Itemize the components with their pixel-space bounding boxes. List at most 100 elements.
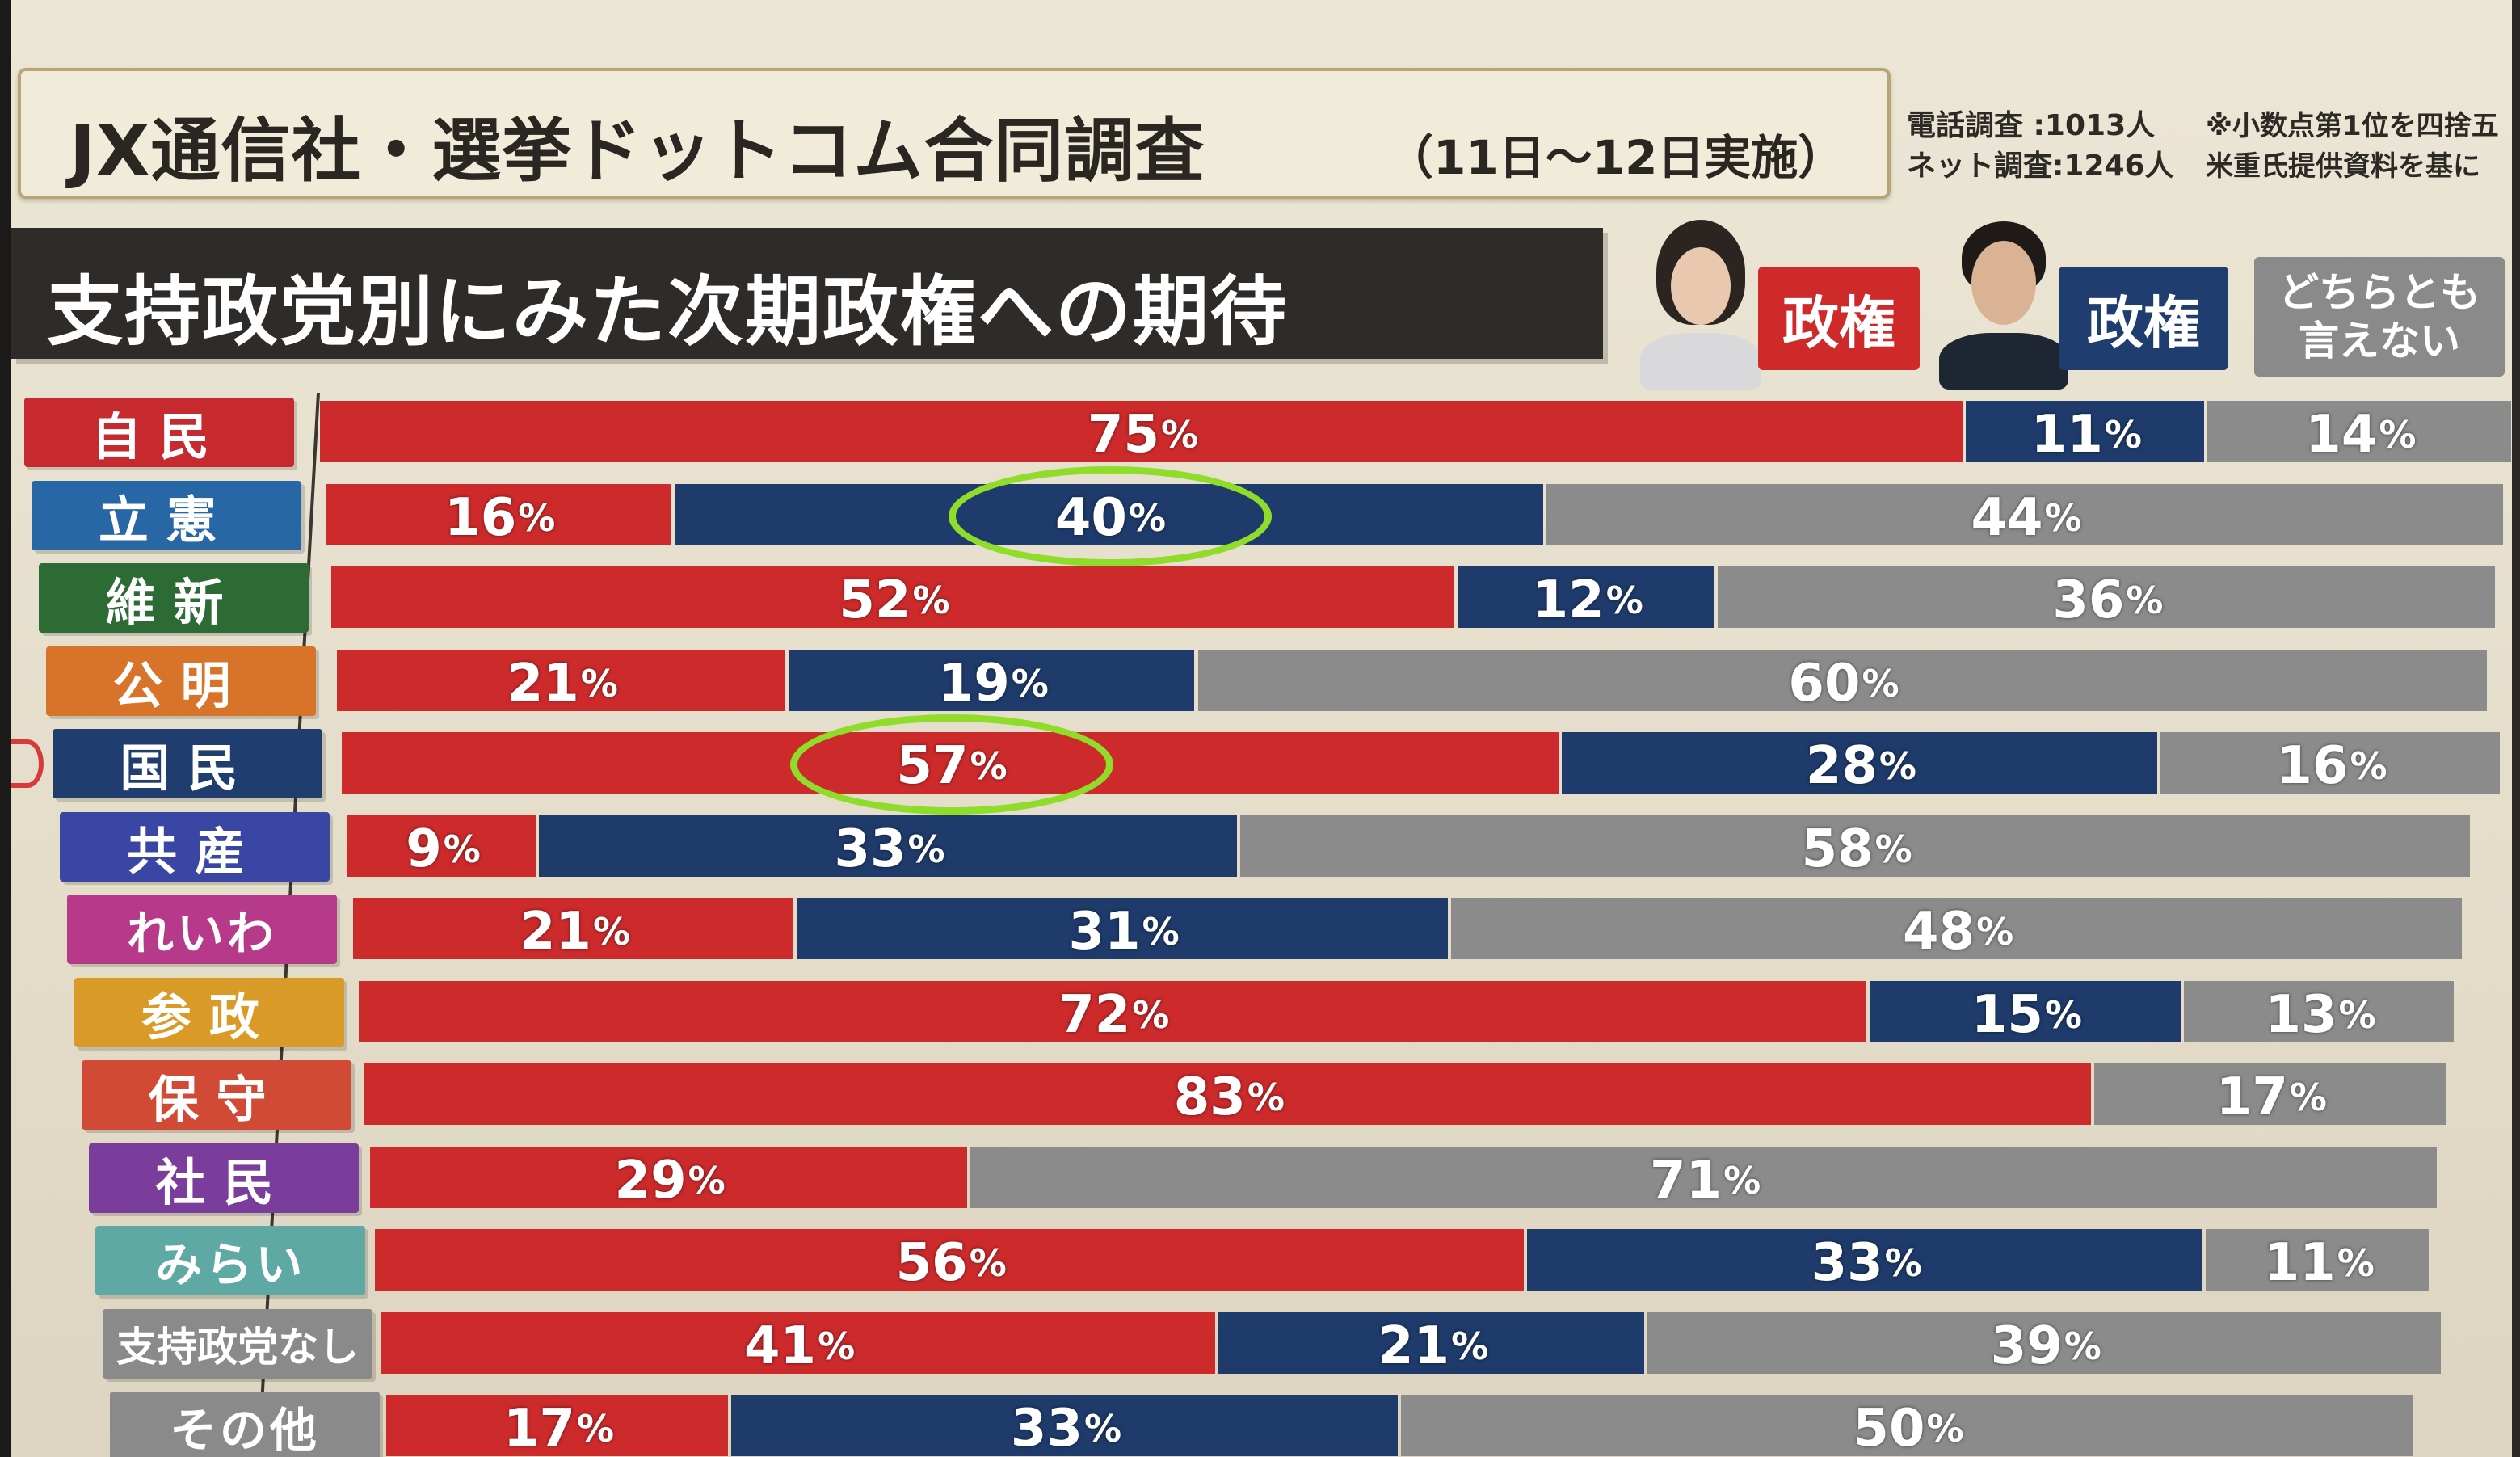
data-label-red-6: 21%: [519, 902, 631, 962]
bar-segment-navy-7: [1869, 980, 2181, 1042]
bar-segment-red-12: [386, 1395, 729, 1456]
bar-segment-red-10: [375, 1229, 1525, 1291]
bar-segment-red-7: [358, 980, 1866, 1042]
bar-segment-gray-12: [1401, 1395, 2413, 1456]
data-label-red-10: 56%: [895, 1233, 1007, 1293]
highlight-circle-1: [949, 465, 1273, 566]
chart-subtitle-banner: 支持政党別にみた次期政権への期待: [11, 228, 1603, 359]
bar-segment-red-9: [369, 1146, 967, 1208]
data-label-navy-11: 21%: [1378, 1316, 1489, 1376]
bar-segment-gray-3: [1197, 649, 2487, 711]
bar-segment-navy-6: [796, 898, 1449, 959]
data-label-navy-10: 33%: [1811, 1233, 1922, 1293]
survey-title-box: JX通信社・選挙ドットコム合同調査 （11日〜12日実施）: [18, 68, 1891, 199]
category-label-3: 公明: [45, 646, 316, 716]
data-label-navy-3: 19%: [937, 653, 1049, 714]
data-label-gray-1: 44%: [1971, 487, 2082, 548]
phone-survey-count: 電話調査 :1013人: [1907, 109, 2156, 142]
bar-segment-navy-0: [1966, 401, 2204, 462]
category-label-0: 自民: [24, 398, 294, 467]
data-label-red-3: 21%: [507, 653, 618, 714]
data-label-red-5: 9%: [406, 819, 481, 879]
data-label-red-9: 29%: [614, 1150, 726, 1211]
bar-segment-red-2: [330, 566, 1455, 628]
data-label-navy-12: 33%: [1010, 1399, 1122, 1457]
category-label-7: 参政: [74, 977, 344, 1047]
bar-segment-gray-1: [1546, 483, 2503, 545]
category-label-4: 国民: [53, 729, 323, 798]
bar-segment-gray-7: [2184, 980, 2454, 1042]
data-label-gray-2: 36%: [2052, 571, 2164, 630]
category-label-10: みらい: [95, 1226, 366, 1295]
data-label-gray-6: 48%: [1903, 902, 2014, 962]
bar-segment-navy-11: [1218, 1312, 1645, 1374]
source-note: 米重氏提供資料を基に: [2206, 150, 2480, 183]
bar-segment-gray-0: [2207, 401, 2511, 462]
bar-segment-red-8: [364, 1063, 2092, 1125]
bar-segment-red-0: [320, 401, 1963, 462]
bar-segment-gray-11: [1647, 1312, 2442, 1374]
net-survey-count: ネット調査:1246人: [1907, 149, 2174, 183]
bar-segment-navy-12: [731, 1395, 1398, 1456]
bar-segment-navy-10: [1527, 1229, 2203, 1291]
tv-frame-left: [0, 0, 11, 1457]
legend-navy: 政権: [2059, 267, 2228, 370]
legend-gray-line1: どちらとも: [2278, 269, 2480, 316]
data-label-navy-2: 12%: [1532, 571, 1643, 630]
rounding-note: ※小数点第1位を四捨五: [2206, 110, 2499, 142]
politician-photo-red: [1640, 212, 1761, 390]
data-label-navy-6: 31%: [1068, 902, 1180, 962]
data-label-red-8: 83%: [1173, 1067, 1285, 1127]
data-label-navy-0: 11%: [2030, 405, 2142, 465]
bar-segment-red-1: [325, 483, 671, 545]
data-label-gray-9: 71%: [1650, 1150, 1761, 1211]
survey-title: JX通信社・選挙ドットコム合同調査: [69, 111, 1205, 192]
data-label-navy-5: 33%: [834, 819, 945, 879]
data-label-gray-3: 60%: [1788, 653, 1899, 714]
data-label-gray-8: 17%: [2215, 1067, 2327, 1127]
bar-segment-red-3: [336, 649, 786, 711]
data-label-gray-7: 13%: [2265, 984, 2376, 1045]
data-label-navy-7: 15%: [1971, 984, 2083, 1045]
data-label-red-12: 17%: [503, 1399, 615, 1457]
category-label-6: れいわ: [67, 895, 337, 964]
legend-navy-label: 政権: [2087, 289, 2200, 356]
legend-red-label: 政権: [1782, 289, 1895, 356]
data-label-gray-5: 58%: [1801, 819, 1912, 879]
chart-subtitle: 支持政党別にみた次期政権への期待: [47, 268, 1289, 356]
bar-segment-red-5: [347, 815, 536, 877]
category-label-11: 支持政党なし: [103, 1308, 373, 1379]
data-label-gray-0: 14%: [2305, 405, 2417, 465]
legend-gray: どちらとも 言えない: [2254, 257, 2505, 377]
category-label-5: 共産: [60, 811, 330, 882]
bar-segment-gray-2: [1718, 566, 2495, 628]
highlight-circle-4: [790, 714, 1113, 815]
bar-segment-red-6: [353, 898, 793, 959]
category-label-2: 維新: [38, 563, 309, 633]
data-label-gray-10: 11%: [2263, 1233, 2375, 1293]
handwritten-red-mark: [11, 739, 44, 788]
bar-segment-navy-5: [538, 815, 1238, 877]
bar-segment-gray-5: [1240, 815, 2471, 877]
data-label-gray-12: 50%: [1853, 1399, 1964, 1457]
data-label-red-7: 72%: [1058, 984, 1170, 1045]
politician-photo-navy: [1939, 212, 2068, 390]
bar-segment-gray-9: [970, 1146, 2438, 1208]
bar-segment-red-11: [381, 1312, 1216, 1374]
survey-dates: （11日〜12日実施）: [1386, 130, 1845, 185]
bar-segment-gray-8: [2094, 1063, 2446, 1125]
bar-segment-navy-3: [789, 649, 1195, 711]
data-label-red-1: 16%: [444, 487, 556, 548]
category-label-8: 保守: [81, 1060, 351, 1130]
data-label-navy-4: 28%: [1805, 736, 1916, 796]
category-label-9: 社民: [88, 1143, 359, 1213]
bar-segment-navy-4: [1561, 732, 2158, 794]
data-label-gray-11: 39%: [1990, 1316, 2101, 1376]
data-label-gray-4: 16%: [2276, 736, 2387, 796]
bar-segment-navy-2: [1458, 566, 1715, 628]
bar-segment-gray-10: [2206, 1229, 2430, 1291]
tv-frame-right: [2512, 0, 2520, 1457]
data-label-red-0: 75%: [1087, 405, 1199, 465]
category-label-12: その他: [110, 1392, 380, 1457]
data-label-red-11: 41%: [744, 1316, 856, 1376]
